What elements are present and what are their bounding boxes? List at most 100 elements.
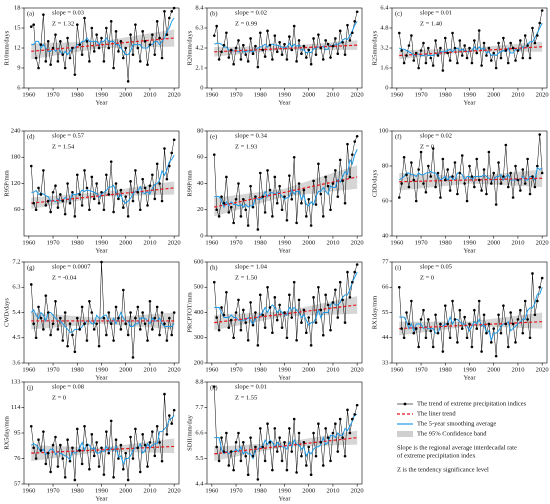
data-point (331, 182, 335, 185)
x-tick-label: 2000 (119, 239, 132, 246)
data-point (244, 53, 248, 56)
legend-symbol (397, 431, 413, 437)
x-tick-label: 2000 (487, 239, 500, 246)
data-point (429, 329, 433, 333)
data-point (124, 46, 128, 50)
data-point (107, 451, 111, 455)
data-point (338, 417, 342, 421)
data-point (528, 336, 532, 340)
data-point (412, 331, 416, 335)
data-point (536, 164, 539, 168)
trend-line (31, 445, 175, 454)
y-axis-label: RX1day/mm (371, 296, 378, 330)
data-point (49, 470, 52, 474)
data-point (263, 55, 267, 58)
data-point (217, 58, 221, 61)
data-point (514, 164, 517, 168)
data-point (531, 272, 534, 275)
data-point (355, 263, 359, 266)
data-point (78, 328, 82, 331)
data-point (489, 59, 493, 62)
data-point (343, 321, 347, 324)
data-point (531, 26, 534, 30)
data-point (321, 215, 325, 218)
data-point (73, 215, 77, 218)
data-point (453, 318, 457, 321)
data-point (402, 155, 406, 159)
data-point (114, 30, 118, 33)
data-point (355, 403, 359, 407)
data-point (225, 31, 228, 35)
x-tick-label: 1980 (439, 366, 452, 373)
index-line (214, 11, 358, 68)
data-point (297, 182, 301, 185)
data-point (302, 308, 306, 312)
data-point (80, 305, 84, 309)
data-point (331, 431, 335, 435)
data-point (51, 46, 55, 50)
data-point (56, 206, 60, 209)
data-point (319, 440, 323, 444)
data-point (451, 175, 454, 178)
data-point (465, 199, 469, 203)
annotation: Z = 0 (52, 394, 66, 401)
data-point (129, 180, 132, 183)
data-point (290, 450, 294, 453)
data-point (300, 321, 303, 324)
data-point (126, 478, 130, 482)
data-point (309, 344, 313, 347)
annotation: slope = 0.08 (52, 383, 84, 390)
x-tick-label: 1990 (278, 366, 291, 373)
data-point (304, 464, 308, 467)
data-point (295, 60, 298, 63)
x-tick-label: 2000 (119, 366, 132, 373)
y-axis-label: CWD/days (3, 298, 10, 327)
data-point (75, 316, 79, 320)
x-tick-label: 1990 (95, 487, 108, 494)
data-point (485, 54, 488, 57)
data-point (336, 316, 340, 319)
data-point (102, 473, 106, 476)
data-point (402, 61, 406, 65)
data-point (158, 333, 161, 337)
data-point (405, 311, 408, 314)
data-point (523, 34, 527, 37)
y-tick-label: 5.5 (195, 455, 203, 462)
x-tick-label: 2020 (351, 366, 364, 373)
data-point (271, 468, 274, 472)
data-point (538, 21, 542, 25)
data-point (92, 328, 96, 331)
confidence-band (214, 296, 358, 331)
data-point (470, 61, 474, 65)
data-point (220, 195, 223, 198)
data-point (66, 182, 69, 185)
data-point (225, 291, 228, 294)
data-point (246, 338, 250, 342)
data-point (458, 39, 462, 42)
data-point (456, 192, 459, 196)
legend-label: The 95% Confidence band (417, 430, 487, 437)
data-point (504, 322, 508, 326)
data-point (477, 299, 481, 303)
data-point (506, 185, 510, 189)
data-point (217, 459, 221, 463)
x-tick-label: 1960 (22, 91, 35, 98)
trend-line (399, 46, 543, 57)
data-point (292, 417, 296, 421)
plot-frame (23, 381, 180, 485)
data-point (489, 182, 493, 185)
data-point (261, 48, 265, 52)
data-point (397, 285, 401, 289)
data-point (136, 446, 140, 450)
data-point (42, 430, 45, 433)
data-point (312, 431, 315, 435)
data-point (317, 422, 320, 426)
data-point (134, 316, 137, 320)
data-point (126, 333, 130, 337)
annotation: Z = 1.50 (235, 274, 257, 281)
data-point (346, 142, 349, 146)
data-point (66, 344, 69, 348)
data-point (439, 46, 442, 50)
annotation: Z = 1.54 (52, 143, 75, 150)
smoothing-line (214, 413, 358, 460)
